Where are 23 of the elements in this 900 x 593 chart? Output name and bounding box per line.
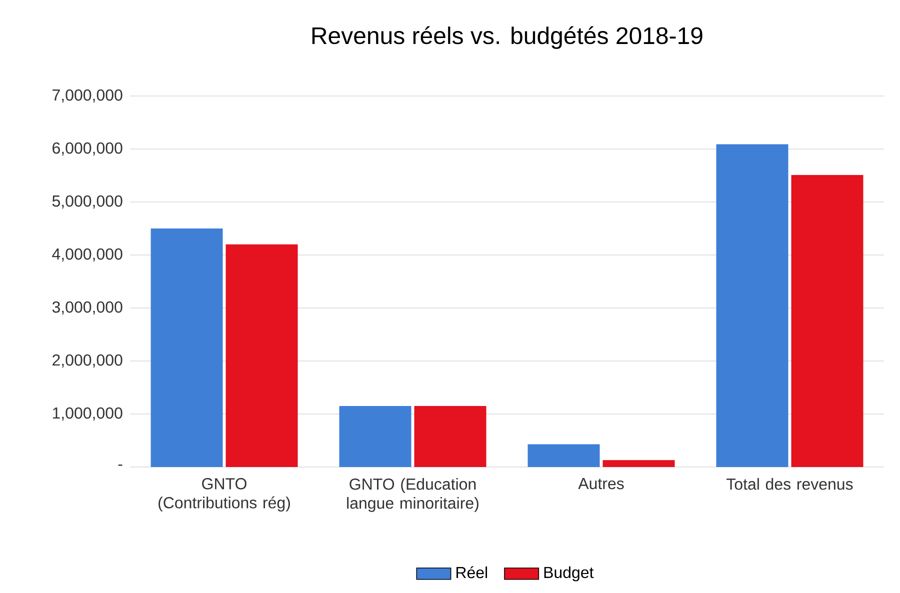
bar — [602, 460, 675, 467]
bar — [226, 244, 298, 467]
y-tick-label: 3,000,000 — [52, 301, 122, 315]
bar — [716, 144, 788, 467]
legend-label: Budget — [544, 566, 594, 582]
legend-label: Réel — [456, 566, 488, 578]
x-tick-label: GNTO (Contributions rég) — [158, 478, 290, 512]
y-tick-label: - — [118, 464, 122, 466]
chart-title: Revenus réels vs. budgétés 2018-19 — [312, 26, 702, 49]
bar — [528, 444, 600, 467]
y-tick-label: 7,000,000 — [52, 89, 122, 103]
y-tick-label: 1,000,000 — [52, 407, 122, 421]
y-tick-label: 4,000,000 — [52, 248, 122, 262]
x-tick-label: Autres — [578, 478, 624, 490]
x-tick-label: Total des revenus — [726, 478, 853, 490]
bar — [150, 228, 223, 467]
bar — [414, 406, 486, 467]
x-tick-label: GNTO (Education langue minoritaire) — [347, 478, 478, 512]
y-tick-label: 5,000,000 — [52, 195, 122, 209]
bar — [339, 406, 412, 467]
y-tick-label: 6,000,000 — [52, 142, 122, 156]
bar — [791, 174, 864, 467]
y-tick-label: 2,000,000 — [52, 354, 122, 368]
